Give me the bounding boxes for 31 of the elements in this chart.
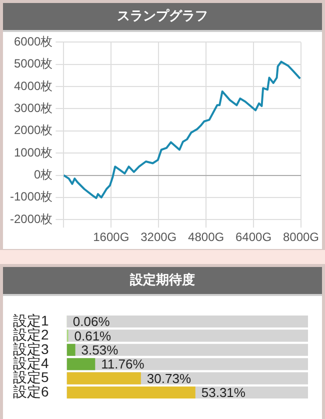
data-label: 30.73%	[146, 370, 192, 386]
y-tick-label: 設定1	[12, 312, 49, 328]
y-tick-label: 設定4	[12, 354, 49, 371]
data-label: 53.31%	[201, 385, 246, 400]
y-tick-label: 設定6	[12, 383, 49, 400]
y-tick-label: 5000枚	[14, 56, 53, 71]
data-label: 0.06%	[72, 314, 110, 330]
y-tick-label: 6000枚	[14, 34, 53, 49]
y-tick-label: 2000枚	[14, 123, 53, 138]
y-tick-label: -2000枚	[10, 212, 53, 226]
x-tick-label: 6400G	[236, 230, 272, 244]
y-tick-label: -1000枚	[10, 190, 53, 204]
bar	[66, 372, 141, 384]
y-tick-label: 設定5	[12, 369, 49, 386]
chart-title: スランプグラフ	[3, 3, 322, 32]
chart-title: 設定期待度	[3, 267, 322, 296]
data-label: 11.76%	[101, 356, 145, 372]
x-tick-label: 4800G	[188, 230, 224, 244]
y-tick-label: 1000枚	[14, 145, 53, 160]
y-tick-label: 3000枚	[14, 101, 53, 116]
data-label: 3.53%	[81, 342, 119, 358]
bar	[66, 344, 76, 356]
x-tick-label: 3200G	[140, 230, 177, 244]
x-tick-label: 8000G	[282, 230, 319, 244]
y-tick-label: 設定2	[12, 326, 49, 343]
bar	[66, 358, 96, 370]
x-tick-label: 1600G	[93, 230, 130, 244]
y-tick-label: 設定3	[12, 340, 49, 357]
y-tick-label: 4000枚	[14, 78, 53, 93]
y-tick-label: 0枚	[34, 168, 53, 182]
data-label: 0.61%	[74, 328, 112, 344]
